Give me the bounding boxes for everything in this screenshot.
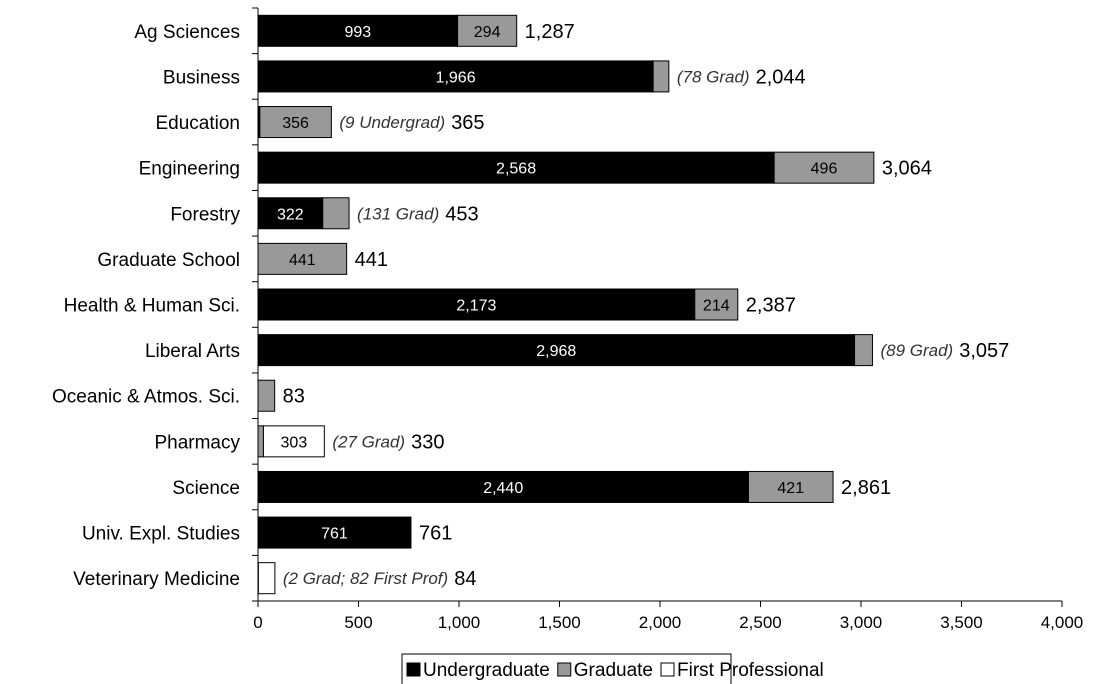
x-tick-label-500: 500	[344, 613, 372, 632]
bar-business-graduate	[652, 60, 670, 93]
segment-label-ag-sciences-2: 294	[474, 24, 501, 41]
y-label-health-human-sci: Health & Human Sci.	[64, 296, 240, 317]
segment-label-forestry-1: 322	[277, 206, 304, 223]
legend-label-undergraduate: Undergraduate	[423, 660, 550, 681]
total-label-pharmacy: 330	[411, 431, 444, 453]
bar-graduate-school-graduate	[257, 242, 348, 275]
bar-education-graduate	[259, 106, 332, 139]
segment-label-health-human-sci-1: 2,173	[456, 298, 496, 315]
segment-label-pharmacy-1: 303	[281, 434, 308, 451]
total-label-veterinary-medicine: 84	[454, 568, 476, 590]
bars-layer	[257, 14, 875, 595]
total-label-liberal-arts: 3,057	[959, 340, 1009, 362]
bar-science-undergraduate	[257, 470, 749, 503]
bar-ag-sciences-graduate	[457, 14, 518, 47]
annotation-education: (9 Undergrad)	[339, 113, 445, 132]
segment-label-ag-sciences-1: 993	[344, 24, 371, 41]
bar-business-undergraduate	[257, 60, 654, 93]
segment-label-business-1: 1,966	[436, 69, 476, 86]
bar-univ-expl-studies-undergraduate	[257, 516, 412, 549]
total-label-ag-sciences: 1,287	[525, 21, 575, 43]
y-axis-labels: Ag Sciences Business Education Engineering F…	[52, 22, 240, 590]
segment-labels-layer: 993 294 1,966 356 2,568 496 322 441 2,173 214 2,96…	[277, 24, 837, 543]
x-tick-label-3-500: 3,500	[940, 613, 983, 632]
total-label-business: 2,044	[756, 66, 806, 88]
bar-oceanic-atmos-sci-graduate	[257, 379, 276, 412]
total-label-forestry: 453	[445, 203, 478, 225]
bar-liberal-arts-graduate	[854, 334, 873, 367]
bar-engineering-graduate	[773, 151, 875, 184]
segment-label-engineering-1: 2,568	[496, 161, 536, 178]
x-axis-tick-labels: 0 500 1,000 1,500 2,000 2,500 3,000 3,500 4,000	[253, 613, 1083, 632]
annotation-pharmacy: (27 Grad)	[332, 432, 405, 451]
y-label-business: Business	[163, 67, 240, 88]
bar-liberal-arts-undergraduate	[257, 334, 856, 367]
x-tick-label-1-500: 1,500	[538, 613, 581, 632]
y-label-pharmacy: Pharmacy	[154, 432, 240, 453]
bar-pharmacy-graduate	[257, 425, 264, 458]
bar-veterinary-medicine-first-professional	[257, 562, 276, 595]
y-label-graduate-school: Graduate School	[97, 250, 240, 271]
legend-label-first-professional: First Professional	[677, 660, 824, 681]
total-label-graduate-school: 441	[355, 249, 388, 271]
x-tick-label-2-500: 2,500	[739, 613, 782, 632]
bar-forestry-graduate	[322, 197, 350, 230]
y-label-forestry: Forestry	[170, 204, 240, 225]
total-label-engineering: 3,064	[882, 158, 932, 180]
bar-engineering-undergraduate	[257, 151, 775, 184]
legend: Undergraduate Graduate First Professional	[401, 653, 824, 684]
bar-health-human-sci-graduate	[694, 288, 739, 321]
x-tick-label-2-000: 2,000	[639, 613, 682, 632]
bar-pharmacy-first-professional	[262, 425, 325, 458]
axes-layer	[252, 7, 1063, 607]
y-label-science: Science	[172, 478, 240, 499]
y-label-liberal-arts: Liberal Arts	[145, 341, 240, 362]
total-label-science: 2,861	[841, 477, 891, 499]
legend-swatch-graduate	[557, 662, 572, 677]
total-label-health-human-sci: 2,387	[746, 295, 796, 317]
x-tick-label-0: 0	[253, 613, 262, 632]
legend-swatch-first-professional	[660, 662, 675, 677]
x-tick-label-3-000: 3,000	[840, 613, 883, 632]
segment-label-health-human-sci-2: 214	[703, 298, 730, 315]
y-label-education: Education	[155, 113, 240, 134]
annotations-layer: 1,287 (78 Grad) 2,044 (9 Undergrad) 365 3,064…	[283, 21, 1010, 590]
y-label-veterinary-medicine: Veterinary Medicine	[73, 569, 240, 590]
x-tick-label-1-000: 1,000	[438, 613, 481, 632]
y-label-ag-sciences: Ag Sciences	[134, 22, 240, 43]
segment-label-science-1: 2,440	[483, 480, 523, 497]
annotation-business: (78 Grad)	[677, 67, 750, 86]
segment-label-liberal-arts-1: 2,968	[536, 343, 576, 360]
annotation-liberal-arts: (89 Grad)	[880, 341, 953, 360]
bar-forestry-undergraduate	[257, 197, 324, 230]
y-label-univ-expl-studies: Univ. Expl. Studies	[82, 524, 240, 545]
y-label-oceanic-atmos-sci: Oceanic & Atmos. Sci.	[52, 387, 240, 408]
bar-science-graduate	[747, 470, 834, 503]
segment-label-univ-expl-studies-1: 761	[321, 526, 348, 543]
annotation-forestry: (131 Grad)	[357, 204, 439, 223]
bar-ag-sciences-undergraduate	[257, 14, 459, 47]
segment-label-graduate-school-1: 441	[289, 252, 316, 269]
segment-label-education-1: 356	[282, 115, 309, 132]
segment-label-engineering-2: 496	[811, 161, 838, 178]
annotation-veterinary-medicine: (2 Grad; 82 First Prof)	[283, 569, 448, 588]
total-label-oceanic-atmos-sci: 83	[283, 386, 305, 408]
x-tick-label-4-000: 4,000	[1041, 613, 1084, 632]
legend-label-graduate: Graduate	[574, 660, 653, 681]
y-label-engineering: Engineering	[139, 159, 240, 180]
legend-swatch-undergraduate	[406, 662, 421, 677]
total-label-univ-expl-studies: 761	[419, 523, 452, 545]
segment-label-science-2: 421	[777, 480, 804, 497]
total-label-education: 365	[451, 112, 484, 134]
